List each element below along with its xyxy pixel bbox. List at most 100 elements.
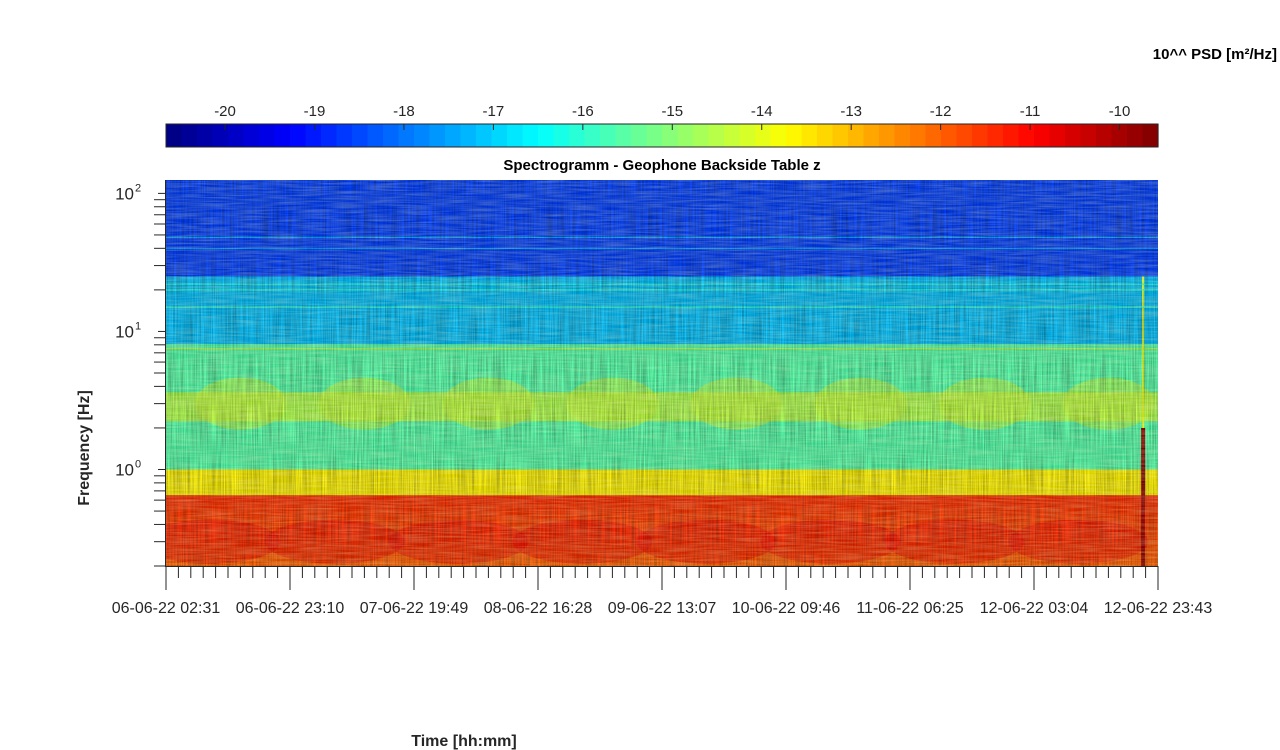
colorbar-cell (832, 124, 849, 147)
colorbar-cell (259, 124, 276, 147)
texture-overlay-light (166, 180, 1158, 566)
x-tick-label: 10-06-22 09:46 (732, 600, 841, 617)
colorbar-cell (755, 124, 772, 147)
colorbar-cell (1034, 124, 1051, 147)
colorbar-cell (476, 124, 493, 147)
colorbar-cell (1080, 124, 1097, 147)
colorbar-cell (1065, 124, 1082, 147)
colorbar-frame (165, 123, 1159, 148)
colorbar-tick-label: -18 (393, 103, 415, 120)
colorbar-cell (708, 124, 725, 147)
colorbar-cell (941, 124, 958, 147)
x-tick-label: 07-06-22 19:49 (360, 600, 469, 617)
colorbar-cell (228, 124, 245, 147)
x-tick-label: 06-06-22 02:31 (112, 600, 221, 617)
x-tick-label: 06-06-22 23:10 (236, 600, 345, 617)
colorbar-cell (398, 124, 415, 147)
colorbar-label: 10^^ PSD [m²/Hz] (1153, 46, 1277, 63)
colorbar-cell (305, 124, 322, 147)
colorbar-cell (817, 124, 834, 147)
colorbar-cell (1018, 124, 1035, 147)
colorbar-cell (491, 124, 508, 147)
colorbar-cell (460, 124, 477, 147)
colorbar-tick-label: -11 (1020, 103, 1041, 120)
colorbar-cell (863, 124, 880, 147)
colorbar-cell (677, 124, 694, 147)
x-tick-label: 09-06-22 13:07 (608, 600, 717, 617)
x-axis-ticks: 06-06-22 02:31 06-06-22 23:10 07-06-22 19:… (112, 566, 1213, 617)
x-axis: 06-06-22 02:31 06-06-22 23:10 07-06-22 19:… (112, 566, 1213, 750)
colorbar-cell (631, 124, 648, 147)
colorbar-cell (1096, 124, 1113, 147)
colorbar-gradient (166, 124, 1159, 147)
colorbar-cell (646, 124, 663, 147)
colorbar-cell (894, 124, 911, 147)
colorbar-cell (336, 124, 353, 147)
colorbar-cell (553, 124, 570, 147)
x-tick-label: 12-06-22 23:43 (1104, 600, 1213, 617)
colorbar-tick-label: -17 (483, 103, 505, 120)
colorbar-tick-label: -14 (751, 103, 773, 120)
y-tick-label: 10 (115, 461, 134, 480)
colorbar-cell (1049, 124, 1066, 147)
colorbar-cell (1111, 124, 1128, 147)
x-axis-label: Time [hh:mm] (411, 733, 516, 750)
colorbar-tick-label: -13 (840, 103, 862, 120)
colorbar-cell (181, 124, 198, 147)
x-tick-label: 11-06-22 06:25 (856, 600, 963, 617)
colorbar-cell (538, 124, 555, 147)
colorbar-cell (274, 124, 291, 147)
colorbar: 10^^ PSD [m²/Hz] -20 -19 -18 -17 -16 -15 -14 -1… (165, 46, 1277, 148)
colorbar-cell (600, 124, 617, 147)
colorbar-cell (383, 124, 400, 147)
colorbar-cell (584, 124, 601, 147)
y-tick-exponent: 0 (135, 459, 141, 471)
colorbar-cell (972, 124, 989, 147)
colorbar-cell (1127, 124, 1144, 147)
colorbar-tick-label: -10 (1109, 103, 1131, 120)
colorbar-cell (367, 124, 384, 147)
y-tick-label: 10 (115, 184, 134, 203)
colorbar-cell (662, 124, 679, 147)
colorbar-cell (507, 124, 524, 147)
colorbar-cell (801, 124, 818, 147)
colorbar-cell (925, 124, 942, 147)
colorbar-cell (910, 124, 927, 147)
colorbar-tick-label: -12 (930, 103, 952, 120)
colorbar-cell (243, 124, 260, 147)
chart-title: Spectrogramm - Geophone Backside Table z (503, 157, 820, 174)
colorbar-cell (879, 124, 896, 147)
colorbar-cell (414, 124, 431, 147)
y-tick-exponent: 1 (135, 320, 141, 332)
colorbar-cell (739, 124, 756, 147)
x-tick-label: 12-06-22 03:04 (980, 600, 1089, 617)
plot-area (166, 180, 1158, 566)
colorbar-tick-label: -19 (304, 103, 326, 120)
colorbar-cell (321, 124, 338, 147)
colorbar-tick-label: -16 (572, 103, 594, 120)
colorbar-cell (987, 124, 1004, 147)
y-tick-exponent: 2 (135, 182, 141, 194)
y-tick-label: 10 (115, 322, 134, 341)
colorbar-tick-label: -15 (661, 103, 683, 120)
colorbar-tick-label: -20 (214, 103, 236, 120)
colorbar-cell (352, 124, 369, 147)
colorbar-cell (197, 124, 214, 147)
colorbar-cell (1142, 124, 1159, 147)
colorbar-cell (770, 124, 787, 147)
colorbar-cell (615, 124, 632, 147)
colorbar-cell (445, 124, 462, 147)
colorbar-cell (290, 124, 307, 147)
colorbar-cell (786, 124, 803, 147)
y-axis-label: Frequency [Hz] (76, 390, 93, 506)
colorbar-cell (166, 124, 183, 147)
colorbar-cell (724, 124, 741, 147)
colorbar-cell (429, 124, 446, 147)
colorbar-cell (212, 124, 229, 147)
x-tick-label: 08-06-22 16:28 (484, 600, 593, 617)
colorbar-cell (1003, 124, 1020, 147)
colorbar-cell (956, 124, 973, 147)
colorbar-ticks: -20 -19 -18 -17 -16 -15 -14 -13 -12 -11 -10 (214, 103, 1130, 130)
